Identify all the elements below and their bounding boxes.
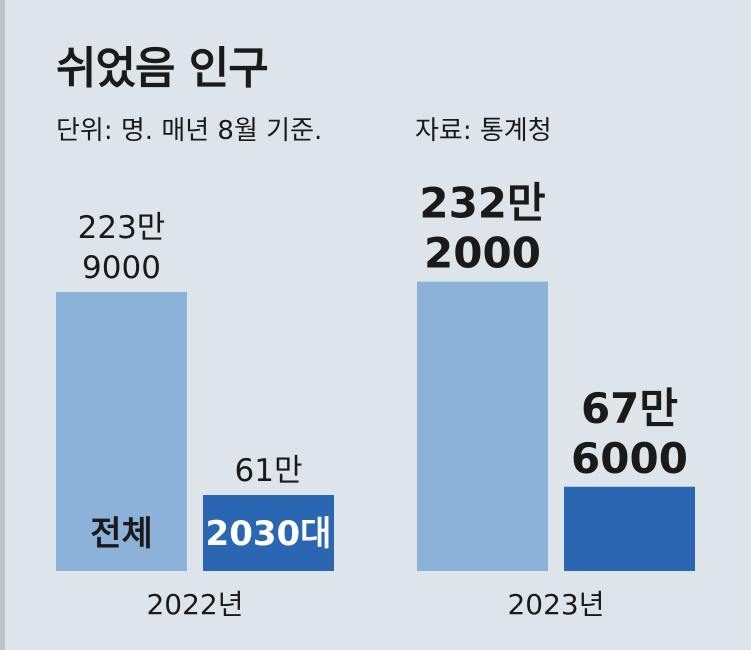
bar-2030-2023년 [564,486,695,571]
source-note: 자료: 통계청 [415,116,552,146]
bar-total-2022년 [56,292,187,571]
value-label-2022년-전체-1: 9000 [82,250,161,286]
series-label-total: 전체 [90,514,153,554]
value-label-2023년-전체-1: 2000 [424,229,541,278]
bar-2030-2022년 [203,494,334,571]
left-edge-strip [0,0,5,650]
chart-subtitle: 단위: 명. 매년 8월 기준. [56,116,323,146]
chart-title: 쉬었음 인구 [56,43,269,94]
value-label-2023년-2030대-0: 67만 [581,384,678,433]
value-label-2023년-전체-0: 232만 [419,179,545,228]
value-label-2022년-2030대-0: 61만 [235,453,303,489]
value-label-2023년-2030대-1: 6000 [571,434,688,483]
series-label-2030: 2030대 [206,514,332,554]
category-label-2023년: 2023년 [507,588,604,621]
value-label-2022년-전체-0: 223만 [78,210,166,246]
category-label-2022년: 2022년 [146,588,243,621]
bar-total-2023년 [417,281,548,571]
